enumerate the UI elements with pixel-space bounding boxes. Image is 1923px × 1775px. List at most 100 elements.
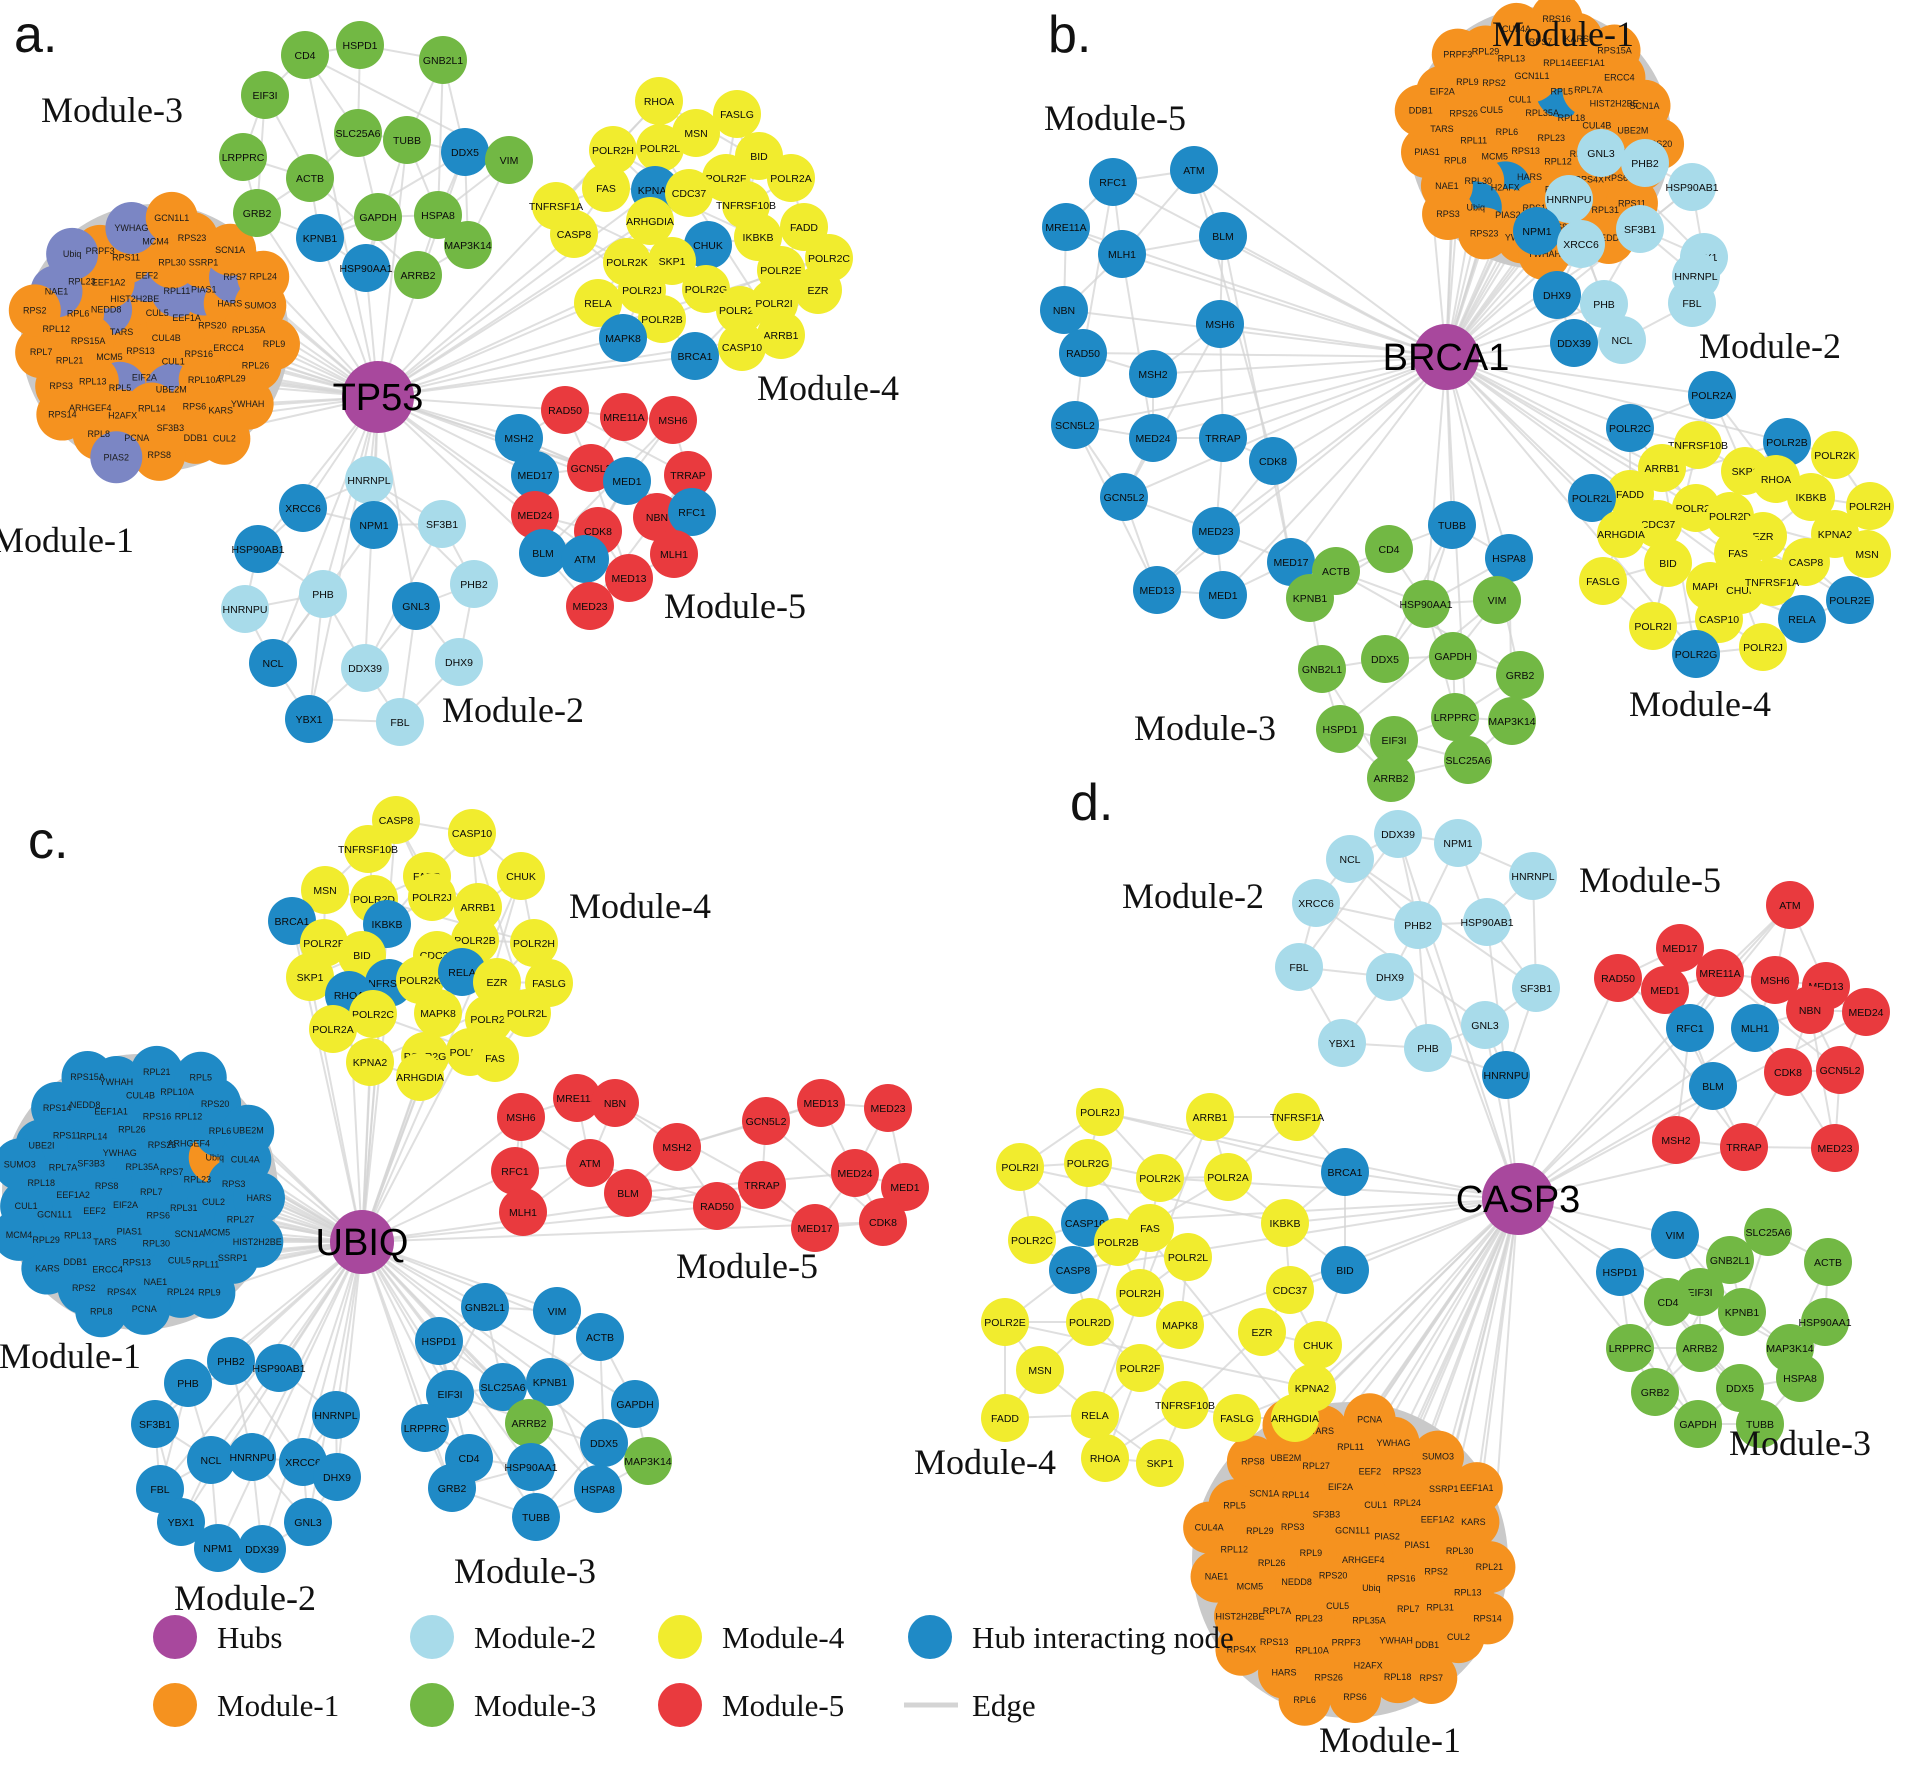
- module-label-b-module-5: Module-5: [1044, 98, 1186, 138]
- gene-node-label: RPS16: [1542, 14, 1571, 24]
- node-d-med1: MED1: [1641, 966, 1689, 1014]
- node-c-chuk: CHUK: [497, 852, 545, 900]
- gene-node-label: POLR2A: [1691, 390, 1732, 402]
- gene-node-circle: [1076, 1088, 1124, 1136]
- hub-edge: [1063, 309, 1447, 358]
- gene-node-label: GNL3: [1471, 1020, 1499, 1032]
- gene-node-label: RPL14: [1282, 1490, 1310, 1500]
- gene-node-label: POLR2G: [1675, 649, 1718, 661]
- gene-node-circle: [228, 1433, 276, 1481]
- gene-node-label: RPS4X: [107, 1287, 137, 1297]
- gene-node-label: RPL27: [227, 1215, 255, 1225]
- gene-node-label: RPL35A: [1352, 1616, 1386, 1626]
- gene-node-label: KPNB1: [1293, 593, 1328, 605]
- node-a-gcn5l2: GCN5L2: [567, 444, 615, 492]
- node-b-med1: MED1: [1199, 571, 1247, 619]
- gene-node-label: RPL14: [138, 404, 166, 414]
- node-b-hsp90aa1: HSP90AA1: [1399, 580, 1453, 628]
- gene-node-circle: [1530, 0, 1583, 45]
- gene-node-circle: [383, 116, 431, 164]
- gene-node-label: HARS: [246, 1193, 271, 1203]
- gene-node-circle: [1402, 580, 1450, 628]
- node-b-arhgdia: ARHGDIA: [1597, 510, 1645, 558]
- gene-node-label: RPL11: [1337, 1442, 1364, 1452]
- gene-node-label: GCN1L1: [1335, 1525, 1370, 1535]
- node-b-gcn5l2: GCN5L2: [1100, 473, 1148, 521]
- node-a-tubb: TUBB: [383, 116, 431, 164]
- gene-node-label: POLR2C: [352, 1009, 394, 1021]
- node-b-polr2e: POLR2E: [1826, 576, 1874, 624]
- node-d-sf3b1: SF3B1: [1512, 964, 1560, 1012]
- gene-node-circle: [1431, 693, 1479, 741]
- gene-node-label: RPS15A: [1597, 45, 1632, 55]
- gene-node-circle: [636, 124, 684, 172]
- gene-node-circle: [344, 825, 392, 873]
- node-a-med1: MED1: [603, 457, 651, 505]
- gene-node-label: RPS11: [1618, 198, 1646, 208]
- node-c-arhgdia: ARHGDIA: [396, 1053, 444, 1101]
- gene-node-circle: [1190, 1550, 1243, 1603]
- gene-node-label: PRPF3: [86, 246, 115, 256]
- node-a-rhoa: RHOA: [635, 77, 683, 125]
- node-b-cd4: CD4: [1365, 525, 1413, 573]
- gene-node-label: RPL23: [1537, 133, 1565, 143]
- node-a-msn: MSN: [672, 109, 720, 157]
- gene-node-circle: [684, 221, 732, 269]
- hub-edge: [1445, 356, 1788, 443]
- gene-node-circle: [1156, 1301, 1204, 1349]
- gene-node-label: MCM5: [1237, 1581, 1264, 1591]
- node-b-tnfrsf1a: TNFRSF1A: [1745, 558, 1799, 606]
- gene-node-circle: [1411, 1430, 1464, 1483]
- gene-node-circle: [1040, 286, 1088, 334]
- gene-node-circle: [1422, 187, 1475, 240]
- gene-node-label: PCNA: [124, 433, 149, 443]
- gene-node-label: HNRNPL: [314, 1410, 357, 1422]
- node-d-arrb1: ARRB1: [1186, 1093, 1234, 1141]
- module-label-a-module-4: Module-4: [757, 368, 899, 408]
- hub-edge: [1222, 235, 1447, 358]
- node-a-hsp90ab1: HSP90AB1: [231, 525, 285, 573]
- gene-node-label: RPL35A: [232, 325, 266, 335]
- gene-node-circle: [582, 164, 630, 212]
- gene-node-label: RPL23: [1295, 1613, 1323, 1623]
- node-d-polr2i: POLR2I: [996, 1143, 1044, 1191]
- hub-edge: [1517, 1027, 1691, 1200]
- gene-node-label: NCL: [1611, 335, 1632, 347]
- gene-node-label: EEF2: [83, 1206, 106, 1216]
- gene-node-label: TRRAP: [744, 1180, 780, 1192]
- gene-node-circle: [1638, 444, 1686, 492]
- node-c-msh2: MSH2: [653, 1123, 701, 1171]
- node-d-ddx5: DDX5: [1716, 1364, 1764, 1412]
- node-b-eif3i: EIF3I: [1370, 716, 1418, 764]
- hub-circle: [330, 1210, 394, 1274]
- gene-node-label: FASLG: [1586, 576, 1620, 588]
- node-d-phb2: PHB2: [1394, 901, 1442, 949]
- node-a-sf3b1: SF3B1: [418, 500, 466, 548]
- gene-node-circle: [394, 251, 442, 299]
- gene-node-label: EEF1A2: [92, 277, 126, 287]
- gene-node-circle: [1161, 1381, 1209, 1429]
- panel-b-labels: Module-1 Module-5 Module-2 Module-3 Module-4…: [1044, 6, 1841, 748]
- gene-node-label: RELA: [1788, 614, 1815, 626]
- gene-node-circle: [499, 1188, 547, 1236]
- node-c-ybx1: YBX1: [157, 1498, 205, 1546]
- node-b-polr2k: POLR2K: [1811, 431, 1859, 479]
- gene-node-label: FBL: [1289, 962, 1308, 974]
- node-d-rfc1: RFC1: [1666, 1004, 1714, 1052]
- gene-node-label: ARHGDIA: [396, 1072, 444, 1084]
- gene-node-label: POLR2F: [1120, 1363, 1161, 1375]
- edge: [765, 1120, 884, 1223]
- node-a-phb: PHB: [299, 570, 347, 618]
- gene-node-label: FADD: [1616, 489, 1644, 501]
- gene-node-label: TNFRSF10B: [1155, 1400, 1215, 1412]
- module-label-c-module-5: Module-5: [676, 1246, 818, 1286]
- gene-node-label: NEDD8: [91, 305, 122, 315]
- legend-item-module-4: Module-4: [658, 1615, 845, 1659]
- node-b-polr2h: POLR2H: [1846, 482, 1894, 530]
- node-d-hnrnpu: HNRNPU: [1482, 1051, 1530, 1099]
- node-c-gapdh: GAPDH: [611, 1380, 659, 1428]
- gene-node-label: TNFRSF1A: [529, 201, 583, 213]
- gene-node-circle: [1764, 1048, 1812, 1096]
- node-a-faslg: FASLG: [713, 90, 761, 138]
- node-a-ddx39: DDX39: [341, 644, 389, 692]
